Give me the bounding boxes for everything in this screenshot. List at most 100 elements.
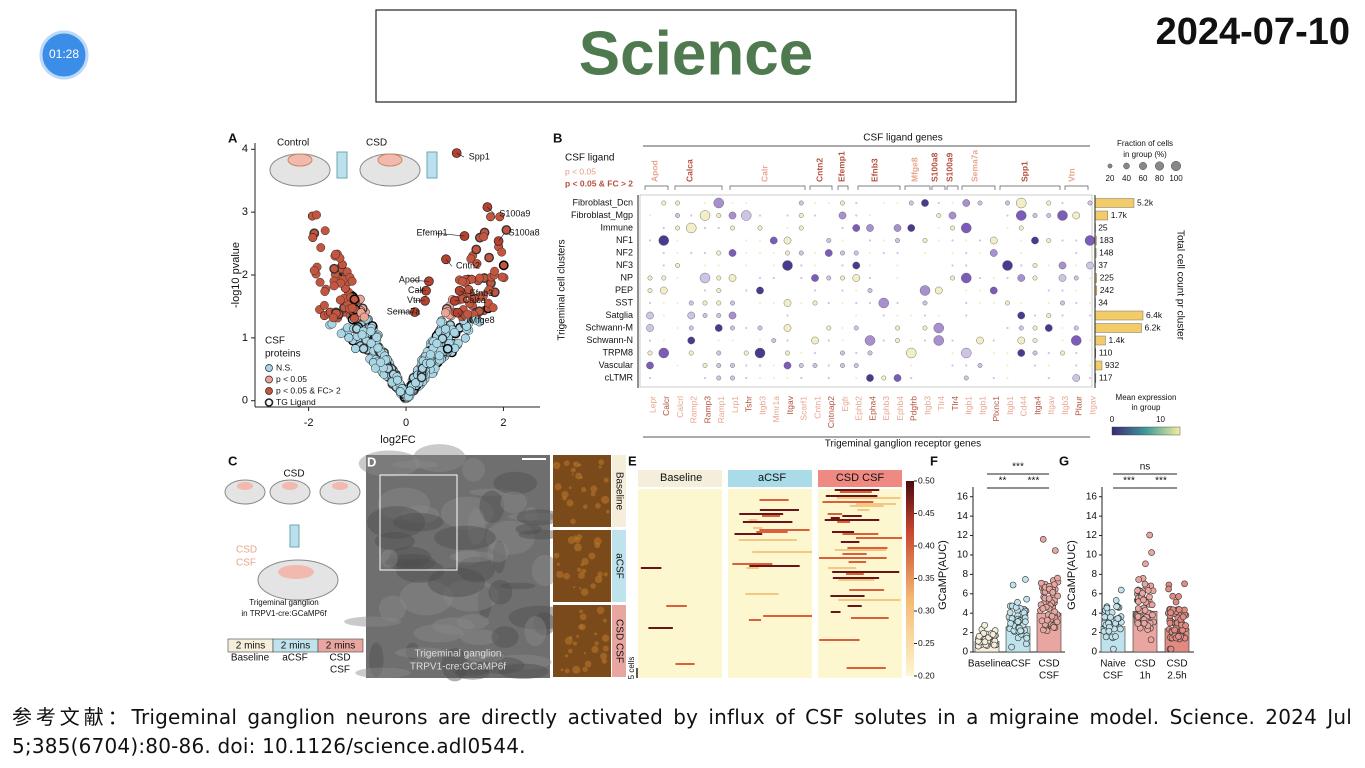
dot [811,336,819,345]
count-label: 6.2k [1145,322,1162,332]
receptor-label: Itgav [785,395,795,414]
texture [413,444,466,473]
dot [688,325,694,331]
texture [561,490,569,499]
panel-label: G [1059,453,1069,468]
background-point [441,308,450,318]
dot [977,363,983,368]
heatmap-streak [756,531,788,533]
side-label: CSD CSF [613,619,624,663]
cartoon-label: CSD [236,545,257,556]
texture [388,546,432,569]
dot [662,301,665,305]
size-swatch [1170,160,1181,171]
heatmap-streak [738,539,797,541]
texture [355,667,411,679]
y-tick-label: 1 [242,332,248,344]
background-point [490,266,500,276]
point [1134,620,1142,627]
count-label: 148 [1099,247,1113,257]
heatmap-streak [848,561,867,563]
dot [771,338,777,343]
legend-label: p < 0.05 [276,374,307,384]
point [990,641,998,649]
dot [703,251,707,255]
dot [758,376,762,380]
dot [758,301,762,305]
dot [1061,239,1064,242]
texture [601,634,610,642]
dot [661,200,667,206]
dot [675,263,680,268]
dot [978,289,982,292]
timeline-label: 2 mins [281,641,310,652]
dot [756,286,764,295]
dot [841,226,844,230]
side-label: aCSF [613,553,624,579]
point [1006,609,1014,616]
dot [716,288,722,293]
point [1146,593,1153,601]
dot [841,301,844,305]
point [1169,592,1176,600]
background-point [463,309,473,319]
heatmap-streak [825,495,878,497]
dot [714,324,723,332]
count-label: 110 [1099,347,1113,357]
receptor-label: Cntn1 [812,396,822,419]
background-point [471,244,482,255]
dot [745,239,748,242]
dot [961,347,972,359]
dot [852,224,861,232]
dot [1047,301,1050,305]
texture [590,583,596,589]
heatmap-streak [840,541,860,543]
dot [741,210,752,221]
background-point [457,276,467,286]
heatmap-streak [752,551,812,553]
point [1175,633,1182,640]
y-tick-label: 0 [242,395,248,407]
dot [798,363,804,368]
point [1014,599,1021,606]
receptor-label: Mmr1a [771,396,781,423]
dot [758,339,762,342]
dot [1075,251,1078,255]
legend-swatch [264,398,274,407]
dot [659,286,668,295]
texture [601,495,610,504]
heatmap-streak [819,557,887,559]
x-tick-label: 1h [1139,671,1150,682]
receptor-label: Itgav [1087,395,1097,414]
point [1053,618,1061,626]
point [1039,605,1047,612]
dot [798,250,804,256]
dot [1072,211,1081,220]
dot [951,264,954,267]
dot [675,200,680,206]
ligand-label: Sema7a [969,150,979,182]
dot [910,364,913,367]
bracket [946,185,959,190]
dot [1006,226,1009,230]
background-point [366,326,376,336]
heatmap-streak [832,577,880,579]
dot [1033,364,1037,367]
dot [1061,314,1064,317]
timer: 01:28 [49,47,79,61]
dot [783,361,792,370]
dot [1020,251,1023,255]
heatmap-streak [739,513,784,515]
cluster-label: Fibroblast_Mgp [571,210,633,220]
background-point [373,343,383,353]
receptor-label: Lrp1 [730,396,740,413]
count-label: 37 [1098,260,1108,270]
dot [648,376,652,380]
dot [731,201,734,205]
cluster-label: Immune [600,222,633,232]
texture [564,668,570,674]
heatmap-streak [847,605,862,607]
dot [728,249,737,257]
dot [786,314,789,317]
texture [516,509,562,526]
